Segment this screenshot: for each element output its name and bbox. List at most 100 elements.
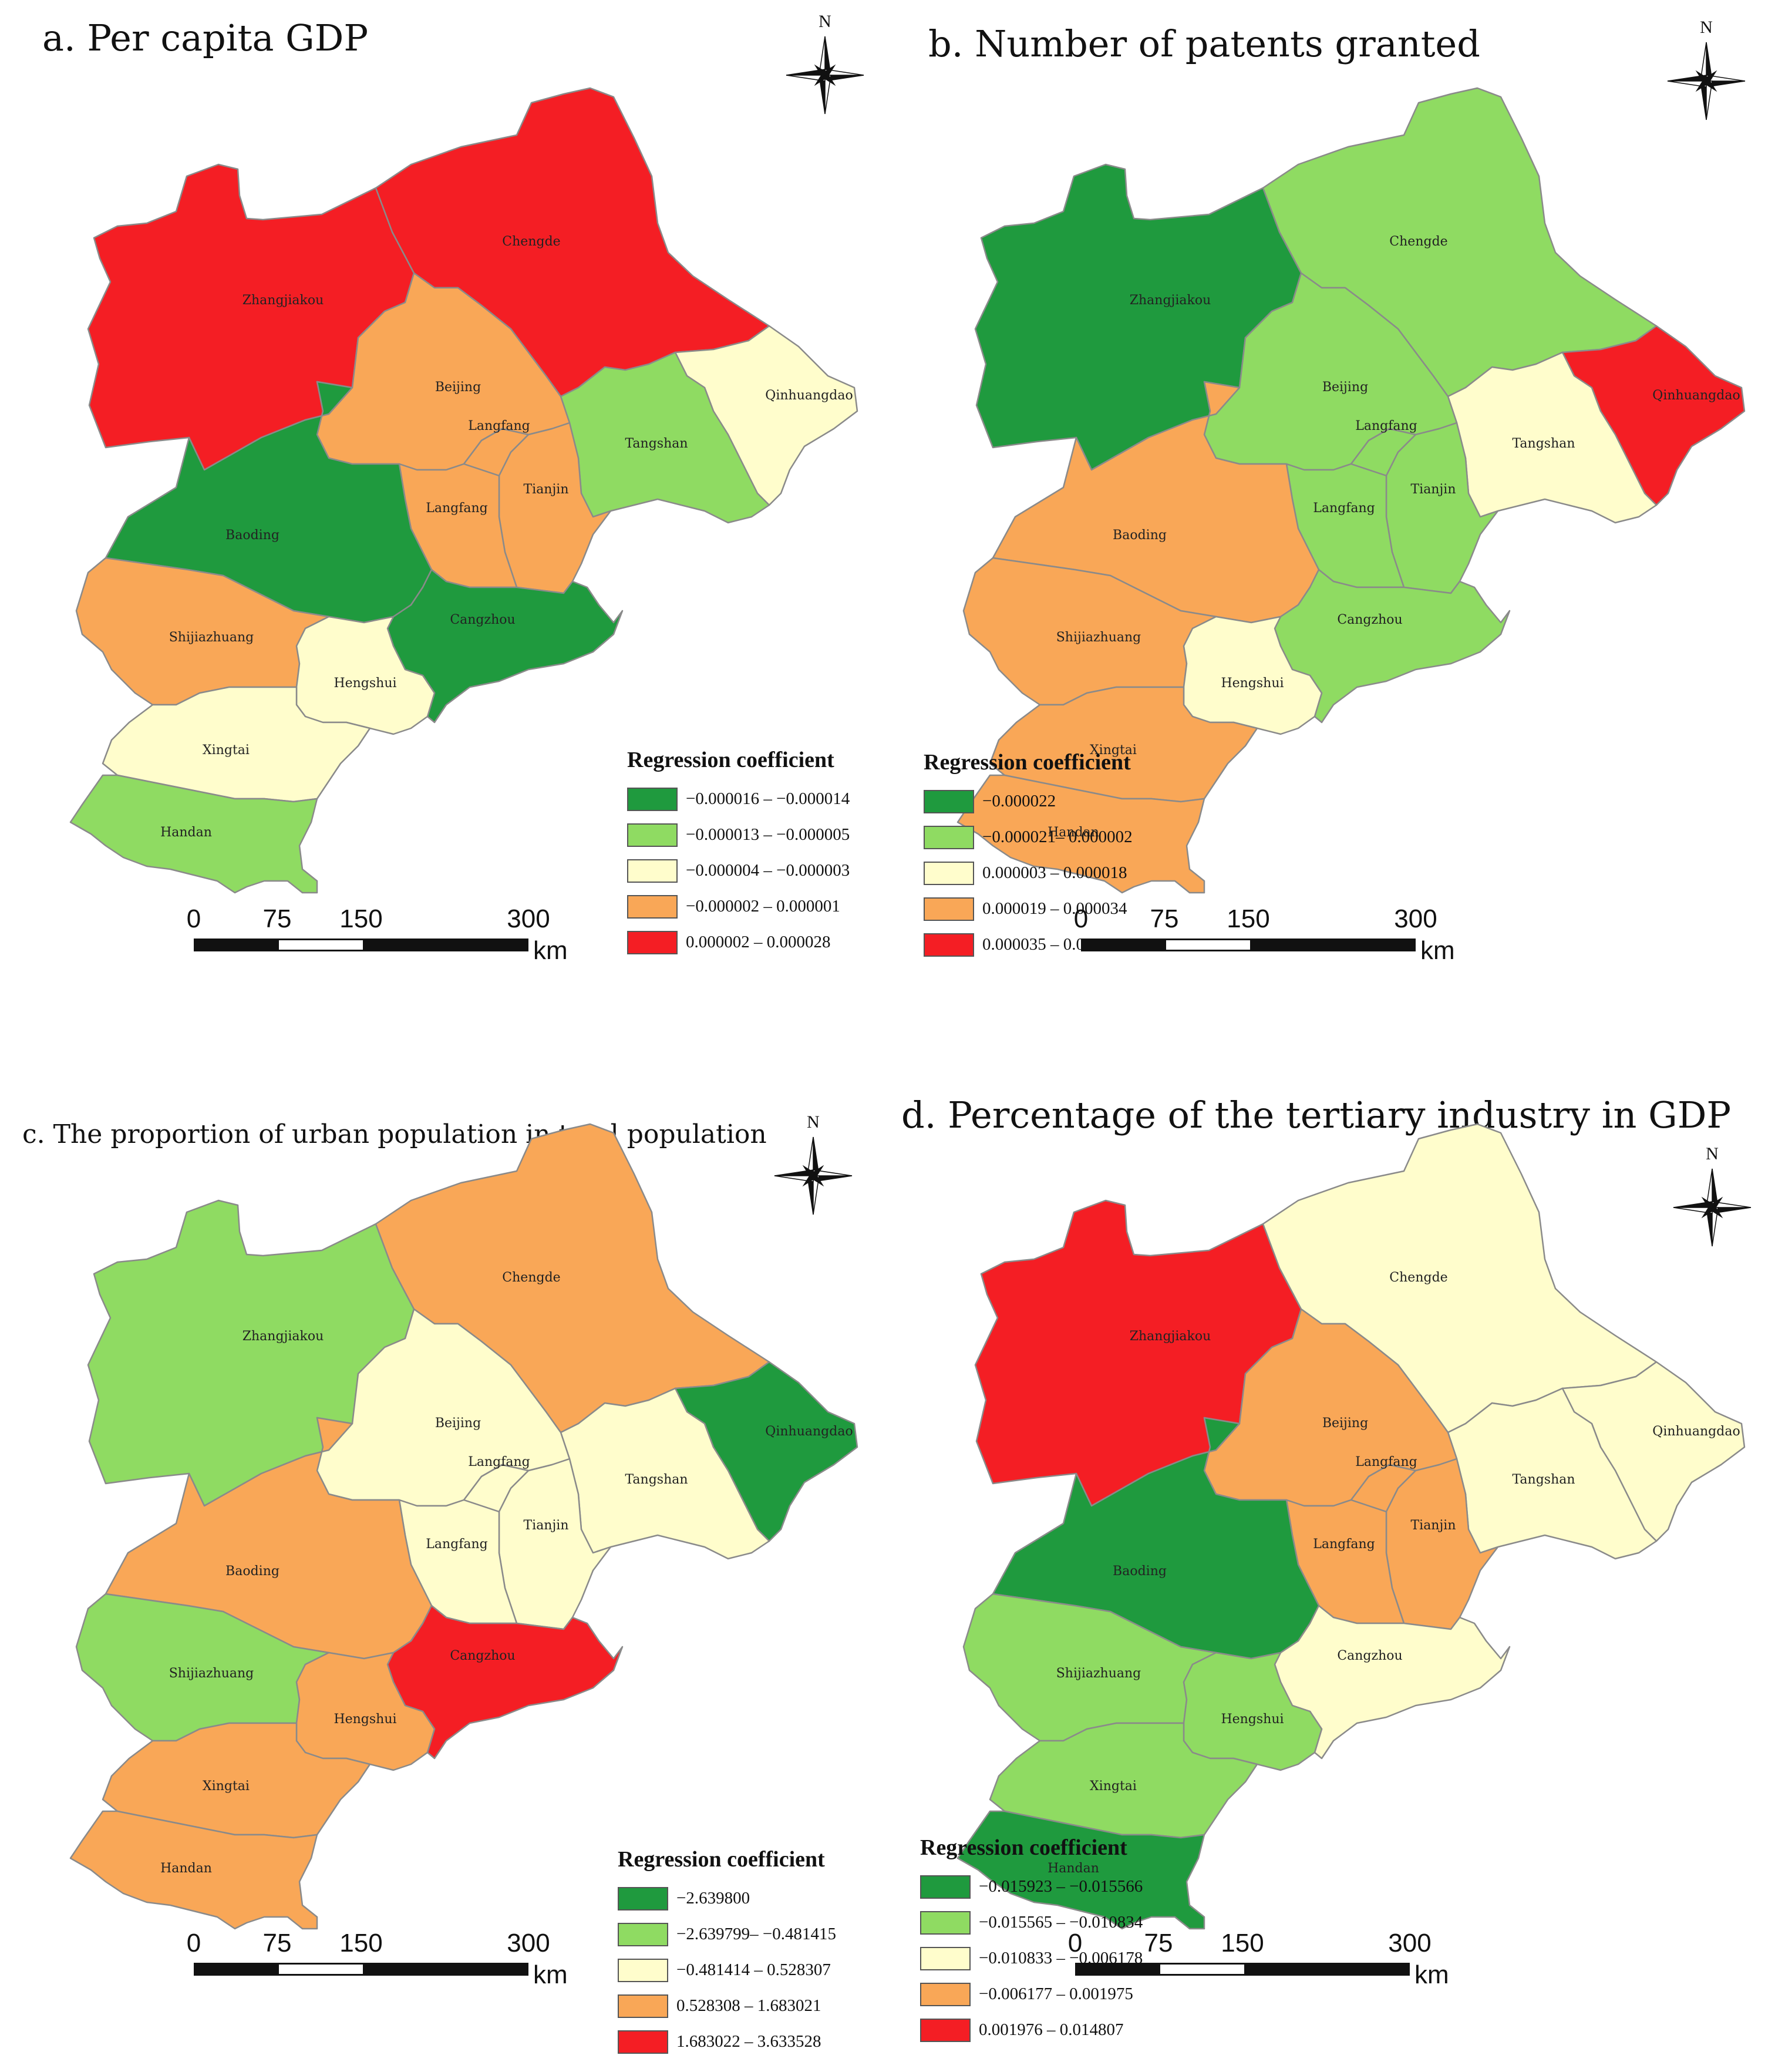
legend-label: −0.000016 – −0.000014	[686, 789, 850, 808]
region-label: Langfang	[426, 501, 488, 516]
region-hengshui	[295, 1651, 436, 1771]
region-label: Beijing	[435, 1416, 481, 1431]
north-arrow-icon: N	[781, 12, 869, 117]
panel-title: d. Percentage of the tertiary industry i…	[901, 1094, 1732, 1136]
scale-segment	[363, 940, 527, 950]
legend-swatch	[627, 930, 678, 954]
region-label: Tangshan	[1512, 1472, 1575, 1487]
legend-item: 0.528308 – 1.683021	[618, 1988, 836, 2024]
region-label: Zhangjiakou	[242, 293, 324, 308]
scale-tick: 75	[262, 1929, 292, 1957]
region-label: Langfang	[1313, 501, 1375, 516]
legend: Regression coefficient −0.000016 – −0.000…	[627, 747, 850, 960]
legend-label: −0.015923 – −0.015566	[979, 1877, 1143, 1896]
legend: Regression coefficient −2.639800 −2.639799…	[618, 1846, 836, 2060]
scale-unit: km	[1414, 1960, 1449, 1989]
compass-star-icon	[786, 36, 864, 115]
region-label: Xingtai	[1090, 743, 1137, 758]
region-label: Chengde	[1389, 1270, 1447, 1285]
legend-label: −0.006177 – 0.001975	[979, 1984, 1133, 2003]
legend-label: 0.528308 – 1.683021	[676, 1996, 821, 2015]
north-arrow-icon: N	[1662, 18, 1750, 123]
legend-item: 1.683022 – 3.633528	[618, 2024, 836, 2060]
scale-bar-graphic	[1075, 1963, 1410, 1976]
region-label: Xingtai	[203, 743, 250, 758]
legend-label: −0.000013 – −0.000005	[686, 825, 850, 844]
scale-tick: 0	[1073, 904, 1089, 933]
legend-swatch	[618, 1958, 668, 1982]
legend-label: 0.000003 – 0.000018	[982, 863, 1127, 882]
region-label: Chengde	[1389, 234, 1447, 249]
legend-item: 0.000019 – 0.000034	[924, 891, 1133, 927]
north-letter: N	[807, 1112, 820, 1132]
panel-title: c. The proportion of urban population in…	[22, 1119, 767, 1149]
legend-item: −0.000013 – −0.000005	[627, 817, 850, 853]
region-handan	[956, 774, 1205, 894]
region-label: Tianjin	[1410, 1518, 1456, 1533]
legend-item: 0.000002 – 0.000028	[627, 924, 850, 960]
region-label: Chengde	[502, 234, 560, 249]
panel-c: c. The proportion of urban population in…	[0, 1036, 887, 2072]
region-hengshui	[1183, 615, 1323, 735]
region-label: Handan	[160, 1861, 212, 1876]
region-label: Cangzhou	[1337, 613, 1402, 627]
region-label: Hengshui	[1221, 676, 1284, 691]
north-letter: N	[1700, 18, 1713, 37]
legend-swatch	[924, 789, 974, 813]
map: Zhangjiakou Chengde Qinhuangdao Tangshan Bei…	[69, 87, 858, 894]
legend-label: −0.481414 – 0.528307	[676, 1960, 831, 1979]
region-label: Baoding	[225, 528, 279, 543]
legend-label: 0.000002 – 0.000028	[686, 933, 831, 951]
legend-item: −2.639800	[618, 1881, 836, 1916]
legend-label: −2.639799– −0.481415	[676, 1925, 836, 1943]
legend: Regression coefficient −0.000022 −0.000021…	[924, 749, 1133, 963]
legend-label: −0.000021– 0.000002	[982, 828, 1133, 846]
region-label: Langfang	[468, 419, 530, 433]
scale-tick: 300	[1394, 904, 1437, 933]
region-label: Shijiazhuang	[1056, 630, 1141, 645]
scale-tick: 0	[186, 904, 201, 933]
region-label: Chengde	[502, 1270, 560, 1285]
legend-swatch	[618, 2030, 668, 2054]
region-handan	[69, 774, 318, 894]
legend-item: −0.015923 – −0.015566	[920, 1869, 1143, 1905]
scale-bar: 0 75 150 300 km	[187, 904, 570, 965]
region-label: Shijiazhuang	[169, 1666, 254, 1681]
legend-label: −0.000002 – 0.000001	[686, 897, 840, 916]
legend-title: Regression coefficient	[618, 1847, 825, 1872]
region-hengshui	[295, 615, 436, 735]
region-label: Tianjin	[523, 1518, 568, 1533]
region-label: Beijing	[435, 380, 481, 395]
region-label: Qinhuangdao	[1652, 388, 1740, 403]
legend: Regression coefficient −0.015923 – −0.015…	[920, 1835, 1143, 2048]
legend-label: 0.000019 – 0.000034	[982, 899, 1127, 918]
scale-tick: 150	[1227, 904, 1270, 933]
scale-tick: 75	[1144, 1929, 1173, 1957]
legend-swatch	[920, 1982, 971, 2006]
region-label: Xingtai	[203, 1779, 250, 1794]
scale-segment	[1244, 1965, 1408, 1974]
legend-swatch	[618, 1922, 668, 1946]
scale-segment	[196, 940, 279, 950]
legend-title: Regression coefficient	[924, 750, 1131, 775]
region-label: Handan	[160, 825, 212, 840]
region-label: Baoding	[225, 1564, 279, 1579]
legend-swatch	[920, 1910, 971, 1935]
compass-star-icon	[1667, 42, 1746, 120]
region-handan	[69, 1810, 318, 1930]
region-label: Cangzhou	[450, 613, 515, 627]
legend-item: −0.006177 – 0.001975	[920, 1976, 1143, 2012]
scale-tick: 75	[1150, 904, 1179, 933]
map: Zhangjiakou Chengde Qinhuangdao Tangshan Bei…	[69, 1123, 858, 1930]
region-label: Zhangjiakou	[242, 1329, 324, 1344]
region-label: Shijiazhuang	[1056, 1666, 1141, 1681]
panel-a: a. Per capita GDP Zhangjiakou Chengde Qinh…	[0, 0, 887, 1036]
panel-title: b. Number of patents granted	[928, 22, 1480, 65]
legend-label: −0.000004 – −0.000003	[686, 861, 850, 880]
scale-segment	[1083, 940, 1166, 950]
legend-swatch	[627, 823, 678, 847]
scale-segment	[1160, 1965, 1244, 1974]
legend-title: Regression coefficient	[627, 748, 834, 772]
scale-segment	[279, 1965, 363, 1974]
legend-swatch	[920, 1946, 971, 1970]
